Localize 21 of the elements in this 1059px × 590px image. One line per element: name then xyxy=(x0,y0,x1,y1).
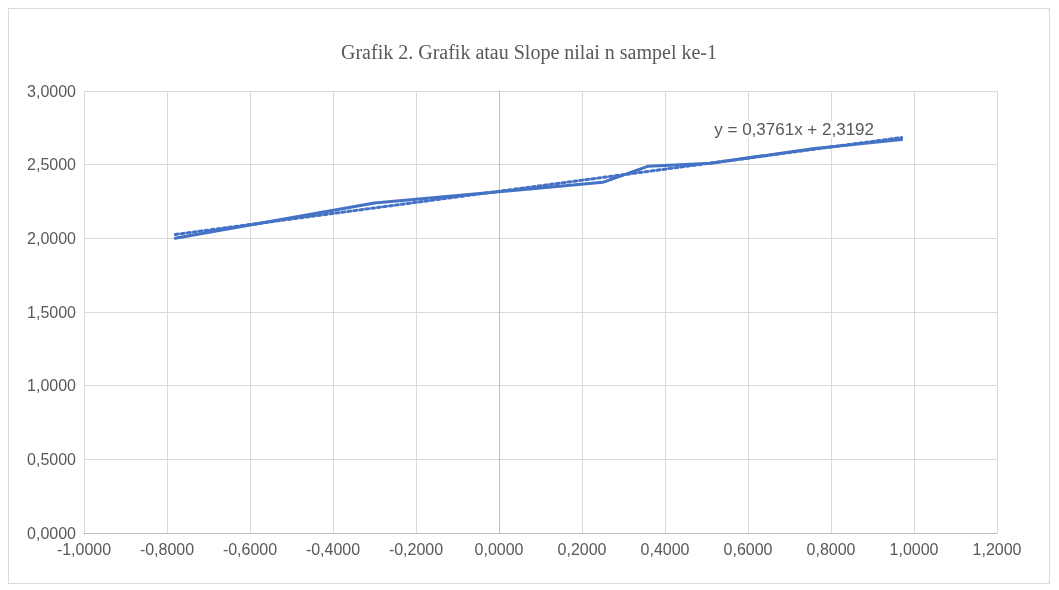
y-tick-label: 2,0000 xyxy=(27,229,77,247)
y-tick-label: 3,0000 xyxy=(27,82,77,100)
x-tick-label: 0,8000 xyxy=(806,540,856,558)
x-tick-label: -0,4000 xyxy=(305,540,361,558)
x-tick-label: -0,6000 xyxy=(222,540,278,558)
y-tick-label: 1,0000 xyxy=(27,377,77,395)
x-tick-label: 1,0000 xyxy=(889,540,939,558)
y-tick-label: 0,5000 xyxy=(27,450,77,468)
annotation: y = 0,3761x + 2,3192 xyxy=(714,120,875,139)
y-tick-label: 0,0000 xyxy=(27,524,77,542)
y-tick-label: 1,5000 xyxy=(27,303,77,321)
x-tick-label: 1,2000 xyxy=(972,540,1022,558)
x-tick-label: 0,0000 xyxy=(474,540,524,558)
chart-title: Grafik 2. Grafik atau Slope nilai n sampel ke-1 xyxy=(341,41,717,64)
x-tick-label: -0,2000 xyxy=(388,540,444,558)
x-tick-label: -0,8000 xyxy=(139,540,195,558)
x-tick-label: 0,4000 xyxy=(640,540,690,558)
x-tick-label: 0,6000 xyxy=(723,540,773,558)
y-tick-label: 2,5000 xyxy=(27,156,77,174)
x-tick-label: 0,2000 xyxy=(557,540,607,558)
x-tick-label: -1,0000 xyxy=(56,540,112,558)
